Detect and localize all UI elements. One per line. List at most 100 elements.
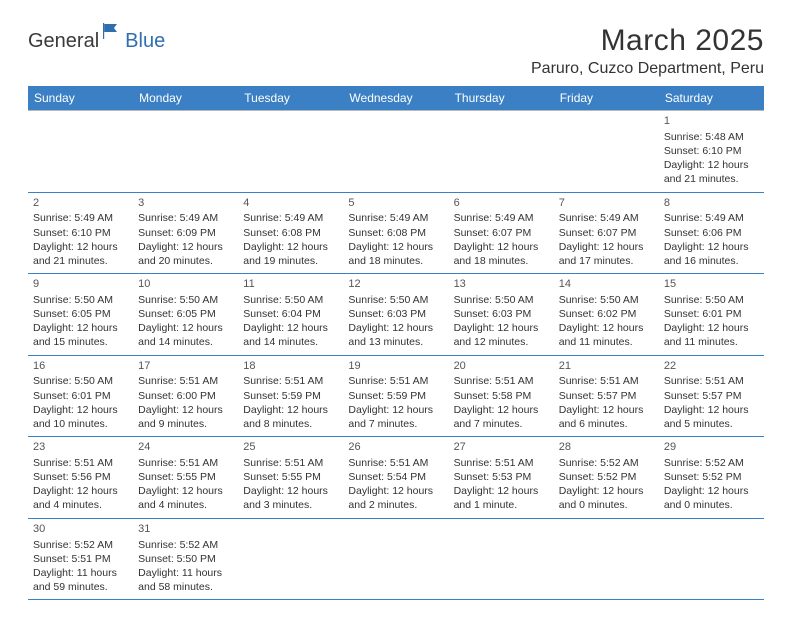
weekday-header: Friday (554, 86, 659, 111)
day-number: 16 (33, 359, 128, 374)
sunrise-text: Sunrise: 5:52 AM (559, 456, 654, 470)
day-number: 25 (243, 440, 338, 455)
weekday-header: Sunday (28, 86, 133, 111)
daylight-text: Daylight: 12 hours and 0 minutes. (664, 484, 759, 512)
day-number: 30 (33, 522, 128, 537)
flag-icon (103, 23, 123, 44)
sunset-text: Sunset: 6:07 PM (454, 226, 549, 240)
sunset-text: Sunset: 5:52 PM (559, 470, 654, 484)
day-number: 24 (138, 440, 233, 455)
sunset-text: Sunset: 6:02 PM (559, 307, 654, 321)
day-number: 12 (348, 277, 443, 292)
calendar-table: SundayMondayTuesdayWednesdayThursdayFrid… (28, 86, 764, 600)
empty-cell (449, 518, 554, 600)
weekday-header: Wednesday (343, 86, 448, 111)
sunrise-text: Sunrise: 5:50 AM (348, 293, 443, 307)
empty-cell (238, 111, 343, 193)
empty-cell (554, 518, 659, 600)
day-cell: 25Sunrise: 5:51 AMSunset: 5:55 PMDayligh… (238, 437, 343, 519)
sunrise-text: Sunrise: 5:51 AM (243, 374, 338, 388)
day-number: 26 (348, 440, 443, 455)
daylight-text: Daylight: 12 hours and 11 minutes. (664, 321, 759, 349)
empty-cell (343, 111, 448, 193)
day-number: 2 (33, 196, 128, 211)
sunset-text: Sunset: 5:50 PM (138, 552, 233, 566)
sunrise-text: Sunrise: 5:49 AM (454, 211, 549, 225)
daylight-text: Daylight: 12 hours and 5 minutes. (664, 403, 759, 431)
weekday-header: Saturday (659, 86, 764, 111)
day-number: 28 (559, 440, 654, 455)
day-cell: 24Sunrise: 5:51 AMSunset: 5:55 PMDayligh… (133, 437, 238, 519)
day-number: 10 (138, 277, 233, 292)
daylight-text: Daylight: 12 hours and 7 minutes. (454, 403, 549, 431)
sunset-text: Sunset: 6:05 PM (138, 307, 233, 321)
header: General Blue March 2025 Paruro, Cuzco De… (28, 24, 764, 78)
day-cell: 5Sunrise: 5:49 AMSunset: 6:08 PMDaylight… (343, 192, 448, 274)
day-cell: 20Sunrise: 5:51 AMSunset: 5:58 PMDayligh… (449, 355, 554, 437)
daylight-text: Daylight: 12 hours and 19 minutes. (243, 240, 338, 268)
empty-cell (449, 111, 554, 193)
day-cell: 28Sunrise: 5:52 AMSunset: 5:52 PMDayligh… (554, 437, 659, 519)
day-cell: 9Sunrise: 5:50 AMSunset: 6:05 PMDaylight… (28, 274, 133, 356)
day-cell: 11Sunrise: 5:50 AMSunset: 6:04 PMDayligh… (238, 274, 343, 356)
calendar-head: SundayMondayTuesdayWednesdayThursdayFrid… (28, 86, 764, 111)
daylight-text: Daylight: 12 hours and 1 minute. (454, 484, 549, 512)
sunrise-text: Sunrise: 5:51 AM (138, 374, 233, 388)
day-cell: 12Sunrise: 5:50 AMSunset: 6:03 PMDayligh… (343, 274, 448, 356)
sunrise-text: Sunrise: 5:51 AM (559, 374, 654, 388)
day-cell: 19Sunrise: 5:51 AMSunset: 5:59 PMDayligh… (343, 355, 448, 437)
day-number: 9 (33, 277, 128, 292)
sunset-text: Sunset: 6:05 PM (33, 307, 128, 321)
day-cell: 2Sunrise: 5:49 AMSunset: 6:10 PMDaylight… (28, 192, 133, 274)
sunset-text: Sunset: 5:59 PM (243, 389, 338, 403)
sunset-text: Sunset: 5:57 PM (664, 389, 759, 403)
empty-cell (554, 111, 659, 193)
daylight-text: Daylight: 12 hours and 0 minutes. (559, 484, 654, 512)
day-cell: 4Sunrise: 5:49 AMSunset: 6:08 PMDaylight… (238, 192, 343, 274)
day-cell: 17Sunrise: 5:51 AMSunset: 6:00 PMDayligh… (133, 355, 238, 437)
sunset-text: Sunset: 5:52 PM (664, 470, 759, 484)
logo-text-general: General (28, 30, 99, 53)
day-number: 23 (33, 440, 128, 455)
daylight-text: Daylight: 12 hours and 20 minutes. (138, 240, 233, 268)
sunrise-text: Sunrise: 5:51 AM (664, 374, 759, 388)
sunset-text: Sunset: 6:06 PM (664, 226, 759, 240)
daylight-text: Daylight: 12 hours and 14 minutes. (243, 321, 338, 349)
sunset-text: Sunset: 6:03 PM (454, 307, 549, 321)
daylight-text: Daylight: 11 hours and 58 minutes. (138, 566, 233, 594)
sunset-text: Sunset: 6:03 PM (348, 307, 443, 321)
sunset-text: Sunset: 6:07 PM (559, 226, 654, 240)
calendar-row: 1Sunrise: 5:48 AMSunset: 6:10 PMDaylight… (28, 111, 764, 193)
month-title: March 2025 (531, 24, 764, 58)
sunset-text: Sunset: 6:01 PM (33, 389, 128, 403)
calendar-body: 1Sunrise: 5:48 AMSunset: 6:10 PMDaylight… (28, 111, 764, 600)
sunrise-text: Sunrise: 5:51 AM (454, 456, 549, 470)
day-number: 7 (559, 196, 654, 211)
daylight-text: Daylight: 12 hours and 15 minutes. (33, 321, 128, 349)
daylight-text: Daylight: 12 hours and 18 minutes. (454, 240, 549, 268)
daylight-text: Daylight: 12 hours and 7 minutes. (348, 403, 443, 431)
calendar-row: 9Sunrise: 5:50 AMSunset: 6:05 PMDaylight… (28, 274, 764, 356)
daylight-text: Daylight: 12 hours and 21 minutes. (664, 158, 759, 186)
daylight-text: Daylight: 12 hours and 17 minutes. (559, 240, 654, 268)
sunset-text: Sunset: 5:59 PM (348, 389, 443, 403)
daylight-text: Daylight: 12 hours and 4 minutes. (33, 484, 128, 512)
day-number: 18 (243, 359, 338, 374)
daylight-text: Daylight: 11 hours and 59 minutes. (33, 566, 128, 594)
sunset-text: Sunset: 5:56 PM (33, 470, 128, 484)
sunset-text: Sunset: 5:53 PM (454, 470, 549, 484)
sunrise-text: Sunrise: 5:51 AM (33, 456, 128, 470)
day-number: 3 (138, 196, 233, 211)
weekday-header: Thursday (449, 86, 554, 111)
daylight-text: Daylight: 12 hours and 2 minutes. (348, 484, 443, 512)
day-cell: 31Sunrise: 5:52 AMSunset: 5:50 PMDayligh… (133, 518, 238, 600)
sunset-text: Sunset: 5:55 PM (243, 470, 338, 484)
sunrise-text: Sunrise: 5:51 AM (348, 456, 443, 470)
sunset-text: Sunset: 6:00 PM (138, 389, 233, 403)
logo: General Blue (28, 24, 165, 53)
daylight-text: Daylight: 12 hours and 21 minutes. (33, 240, 128, 268)
daylight-text: Daylight: 12 hours and 16 minutes. (664, 240, 759, 268)
sunrise-text: Sunrise: 5:51 AM (454, 374, 549, 388)
sunrise-text: Sunrise: 5:50 AM (559, 293, 654, 307)
calendar-row: 2Sunrise: 5:49 AMSunset: 6:10 PMDaylight… (28, 192, 764, 274)
